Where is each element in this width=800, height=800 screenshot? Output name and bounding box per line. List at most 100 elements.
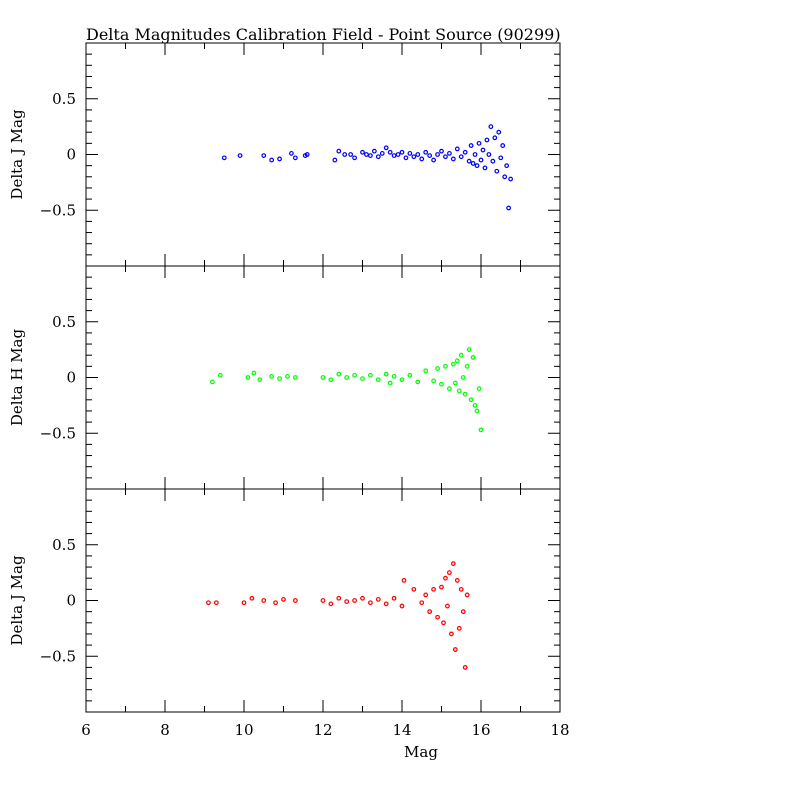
data-point [419, 156, 425, 162]
data-point [261, 598, 267, 603]
data-point [379, 150, 385, 156]
data-point [435, 152, 440, 157]
y-tick-label: 0.5 [52, 536, 76, 554]
data-point [450, 361, 456, 367]
data-point [407, 372, 413, 378]
data-point [458, 352, 464, 358]
data-point [401, 578, 407, 583]
x-tick-label: 10 [234, 721, 253, 739]
data-point [387, 380, 393, 386]
data-point [328, 601, 334, 607]
data-point [213, 600, 219, 606]
data-point [452, 647, 458, 652]
data-point [261, 153, 267, 159]
panel-1-frame [85, 265, 561, 490]
data-point [352, 155, 358, 161]
data-point [352, 598, 358, 603]
chart-title: Delta Magnitudes Calibration Field - Poi… [86, 25, 561, 44]
data-point [304, 152, 310, 157]
y-tick-label: −0.5 [40, 201, 76, 219]
data-point [492, 135, 498, 141]
data-point [336, 595, 342, 601]
data-point [500, 143, 506, 148]
panel-0-ylabel: Delta J Mag [8, 109, 26, 200]
data-point [443, 363, 448, 369]
data-point [251, 370, 257, 376]
data-point [447, 150, 452, 156]
data-point [423, 149, 429, 155]
data-point [391, 153, 397, 159]
data-point [411, 154, 417, 160]
x-axis-label: Mag [404, 743, 438, 761]
data-point [245, 375, 251, 380]
data-point [504, 163, 510, 169]
data-point [277, 156, 282, 162]
data-point [348, 152, 354, 157]
panel-0: Delta J Mag 0.5 0 −0.5 [8, 42, 561, 267]
data-point [391, 595, 397, 601]
y-tick-label: 0.5 [52, 313, 76, 331]
data-point [423, 592, 429, 598]
data-point [336, 371, 342, 377]
data-point [403, 155, 409, 161]
data-point [423, 368, 429, 374]
x-tick-label: 6 [81, 721, 91, 739]
data-point [320, 598, 326, 603]
data-point [470, 161, 476, 166]
data-point [336, 148, 342, 154]
data-point [439, 148, 444, 154]
data-point [383, 371, 389, 377]
x-tick-label: 18 [550, 721, 569, 739]
data-point [480, 147, 486, 153]
data-point [488, 124, 494, 130]
x-tick-label: 14 [392, 721, 411, 739]
x-tick-label: 12 [313, 721, 332, 739]
y-tick-label: 0 [66, 592, 76, 610]
data-point [368, 372, 373, 378]
data-point [364, 152, 369, 157]
y-tick-label: 0 [66, 146, 76, 164]
data-point [508, 176, 514, 182]
data-point [257, 377, 263, 383]
data-point [496, 129, 502, 135]
y-tick-label: 0.5 [52, 90, 76, 108]
data-point [360, 376, 365, 382]
data-point [447, 386, 452, 392]
data-point [445, 603, 450, 609]
data-point [464, 592, 470, 598]
data-point [462, 665, 468, 670]
data-point [490, 158, 496, 164]
data-point [454, 358, 460, 364]
data-point [472, 402, 478, 408]
data-point [482, 165, 488, 171]
data-point [431, 157, 437, 163]
data-point [460, 375, 466, 380]
panel-1: Delta H Mag 0.5 0 −0.5 [8, 265, 561, 490]
data-point [474, 408, 480, 414]
data-point [241, 600, 247, 606]
data-point [285, 373, 290, 379]
data-point [360, 595, 365, 601]
data-point [399, 149, 405, 155]
y-tick-label: −0.5 [40, 424, 76, 442]
data-point [454, 578, 460, 583]
data-point [439, 584, 444, 590]
data-point [277, 376, 282, 382]
data-point [292, 375, 298, 380]
data-point [399, 603, 405, 609]
data-point [328, 377, 334, 383]
data-point [470, 355, 476, 360]
data-point [458, 586, 464, 592]
data-point [460, 609, 466, 615]
data-point [474, 163, 480, 169]
data-point [206, 600, 211, 606]
data-point [462, 149, 468, 155]
data-point [462, 391, 468, 397]
data-point [476, 386, 482, 392]
y-tick-label: 0 [66, 369, 76, 387]
data-point [456, 388, 462, 394]
data-point [452, 380, 458, 386]
data-point [399, 377, 405, 383]
data-point [371, 148, 377, 154]
